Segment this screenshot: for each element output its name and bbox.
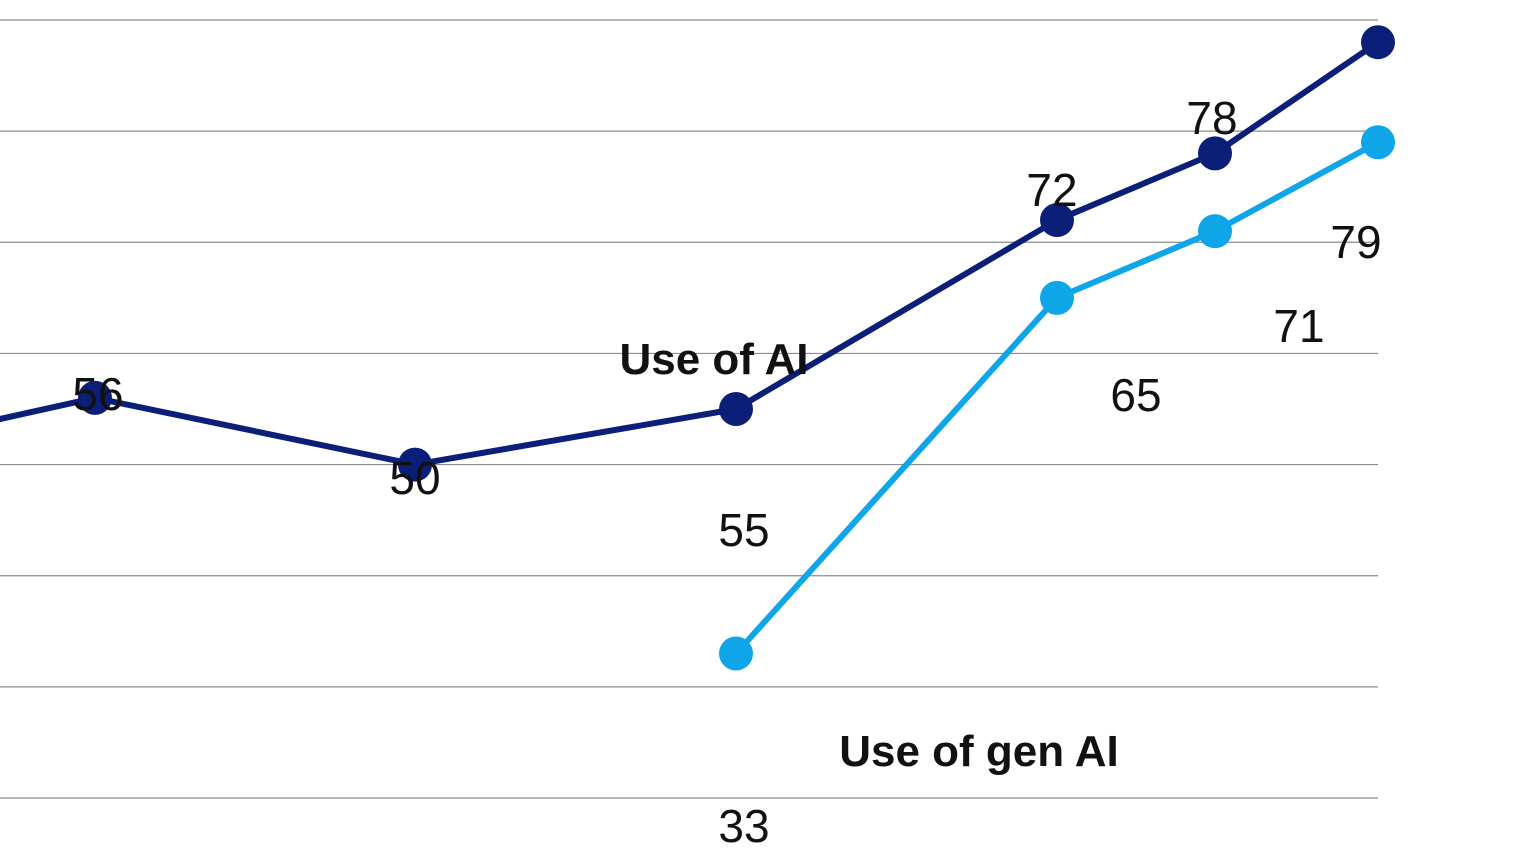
data-label: 65 xyxy=(1110,369,1161,421)
data-point-use-of-gen-ai xyxy=(1198,214,1232,249)
data-label: 79 xyxy=(1330,216,1381,268)
data-point-use-of-ai xyxy=(78,380,112,415)
data-point-use-of-ai xyxy=(1198,136,1232,171)
data-label: 55 xyxy=(718,504,769,556)
data-point-use-of-gen-ai xyxy=(1040,280,1074,315)
series-label-use-of-gen-ai: Use of gen AI xyxy=(839,727,1119,776)
data-label: 56 xyxy=(72,368,123,420)
data-point-use-of-ai xyxy=(1040,203,1074,238)
data-label: 50 xyxy=(389,452,440,504)
data-label: 72 xyxy=(1026,164,1077,216)
series-line-use-of-ai xyxy=(0,39,1380,468)
series-label-use-of-ai: Use of AI xyxy=(619,335,808,384)
data-point-use-of-ai xyxy=(719,392,753,426)
data-point-use-of-ai xyxy=(1361,25,1395,60)
data-point-use-of-ai xyxy=(398,447,432,482)
series-line-use-of-gen-ai xyxy=(733,139,1380,656)
data-point-use-of-gen-ai xyxy=(1361,125,1395,160)
data-label: 71 xyxy=(1273,300,1324,352)
gridlines xyxy=(0,19,1378,799)
data-point-use-of-gen-ai xyxy=(719,636,753,671)
data-points xyxy=(78,25,1395,671)
data-label: 78 xyxy=(1186,92,1237,144)
data-label: 33 xyxy=(718,800,769,852)
